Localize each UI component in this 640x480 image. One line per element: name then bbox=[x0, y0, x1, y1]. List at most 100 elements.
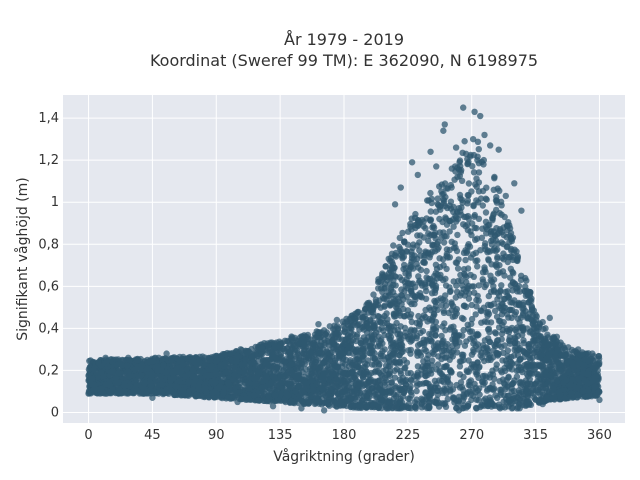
data-point bbox=[458, 177, 466, 184]
data-point bbox=[359, 346, 367, 353]
data-point bbox=[475, 169, 483, 176]
data-point bbox=[508, 324, 516, 332]
data-point bbox=[374, 384, 381, 391]
data-point bbox=[461, 394, 468, 401]
data-point bbox=[519, 323, 527, 331]
data-point bbox=[467, 271, 474, 279]
data-point bbox=[490, 186, 497, 193]
data-point bbox=[315, 367, 323, 374]
data-point bbox=[450, 278, 457, 285]
data-point bbox=[436, 255, 443, 262]
data-point bbox=[468, 315, 476, 323]
data-point bbox=[451, 337, 458, 345]
data-point bbox=[396, 334, 403, 341]
data-point bbox=[478, 402, 486, 409]
data-point bbox=[493, 206, 500, 214]
data-point bbox=[276, 379, 283, 386]
data-point bbox=[437, 274, 444, 282]
data-point bbox=[392, 339, 400, 346]
data-point bbox=[312, 394, 320, 401]
data-point bbox=[333, 354, 340, 361]
data-point bbox=[390, 295, 397, 303]
data-point bbox=[482, 240, 489, 247]
data-point bbox=[434, 195, 441, 202]
data-point bbox=[560, 352, 567, 359]
data-point bbox=[436, 183, 443, 190]
data-point bbox=[487, 272, 494, 279]
data-point bbox=[458, 351, 466, 358]
data-point bbox=[470, 202, 477, 209]
data-point bbox=[460, 266, 468, 273]
data-point bbox=[475, 146, 482, 153]
data-point bbox=[439, 296, 446, 303]
data-point bbox=[381, 302, 388, 309]
data-point bbox=[475, 297, 482, 304]
data-point bbox=[498, 386, 505, 393]
data-point bbox=[408, 318, 415, 326]
data-point bbox=[382, 392, 389, 399]
data-point bbox=[309, 386, 317, 394]
data-point bbox=[516, 319, 523, 326]
data-point bbox=[495, 324, 503, 331]
data-point bbox=[506, 337, 514, 345]
data-point bbox=[499, 254, 506, 262]
data-point bbox=[387, 379, 395, 386]
data-point bbox=[467, 335, 474, 342]
data-point bbox=[436, 215, 443, 223]
data-point bbox=[423, 379, 430, 386]
data-point bbox=[468, 320, 475, 328]
data-point bbox=[414, 349, 421, 356]
data-point bbox=[482, 218, 490, 225]
data-point bbox=[387, 388, 394, 395]
data-point bbox=[420, 336, 427, 343]
data-point bbox=[378, 336, 385, 343]
data-point bbox=[407, 350, 414, 357]
data-point bbox=[494, 253, 501, 261]
data-point bbox=[396, 274, 403, 281]
data-point bbox=[401, 324, 409, 332]
data-point bbox=[449, 313, 456, 320]
data-point bbox=[465, 282, 472, 290]
data-point bbox=[480, 381, 487, 388]
data-point bbox=[440, 239, 448, 246]
data-point bbox=[440, 190, 447, 197]
data-point bbox=[281, 359, 289, 366]
data-point bbox=[410, 333, 417, 340]
data-point bbox=[502, 288, 509, 296]
data-point bbox=[381, 331, 388, 339]
data-point bbox=[363, 368, 370, 376]
data-point bbox=[412, 283, 419, 291]
data-point bbox=[415, 312, 422, 320]
data-point bbox=[427, 208, 434, 215]
data-point bbox=[439, 338, 446, 345]
data-point bbox=[406, 298, 413, 305]
data-point bbox=[522, 283, 529, 290]
data-point bbox=[398, 301, 405, 308]
data-point bbox=[319, 360, 326, 367]
data-point bbox=[416, 247, 423, 254]
data-point bbox=[471, 211, 478, 219]
data-point bbox=[408, 392, 415, 399]
data-point bbox=[168, 387, 175, 394]
data-point bbox=[479, 202, 486, 209]
data-point bbox=[399, 404, 407, 411]
data-point bbox=[371, 355, 378, 362]
data-point bbox=[489, 236, 497, 243]
data-point bbox=[347, 403, 354, 410]
data-point bbox=[492, 330, 500, 337]
data-point bbox=[426, 403, 433, 411]
data-point bbox=[423, 393, 431, 400]
data-point bbox=[478, 319, 485, 326]
data-point bbox=[434, 361, 442, 368]
data-point bbox=[498, 282, 505, 289]
data-point bbox=[399, 255, 406, 262]
data-point bbox=[359, 352, 367, 360]
data-point bbox=[503, 222, 511, 229]
data-point bbox=[397, 367, 404, 375]
data-point bbox=[430, 224, 438, 231]
data-point bbox=[365, 389, 372, 396]
data-point bbox=[464, 226, 472, 234]
data-point bbox=[370, 291, 377, 298]
data-point bbox=[391, 351, 398, 358]
data-point bbox=[392, 393, 400, 400]
